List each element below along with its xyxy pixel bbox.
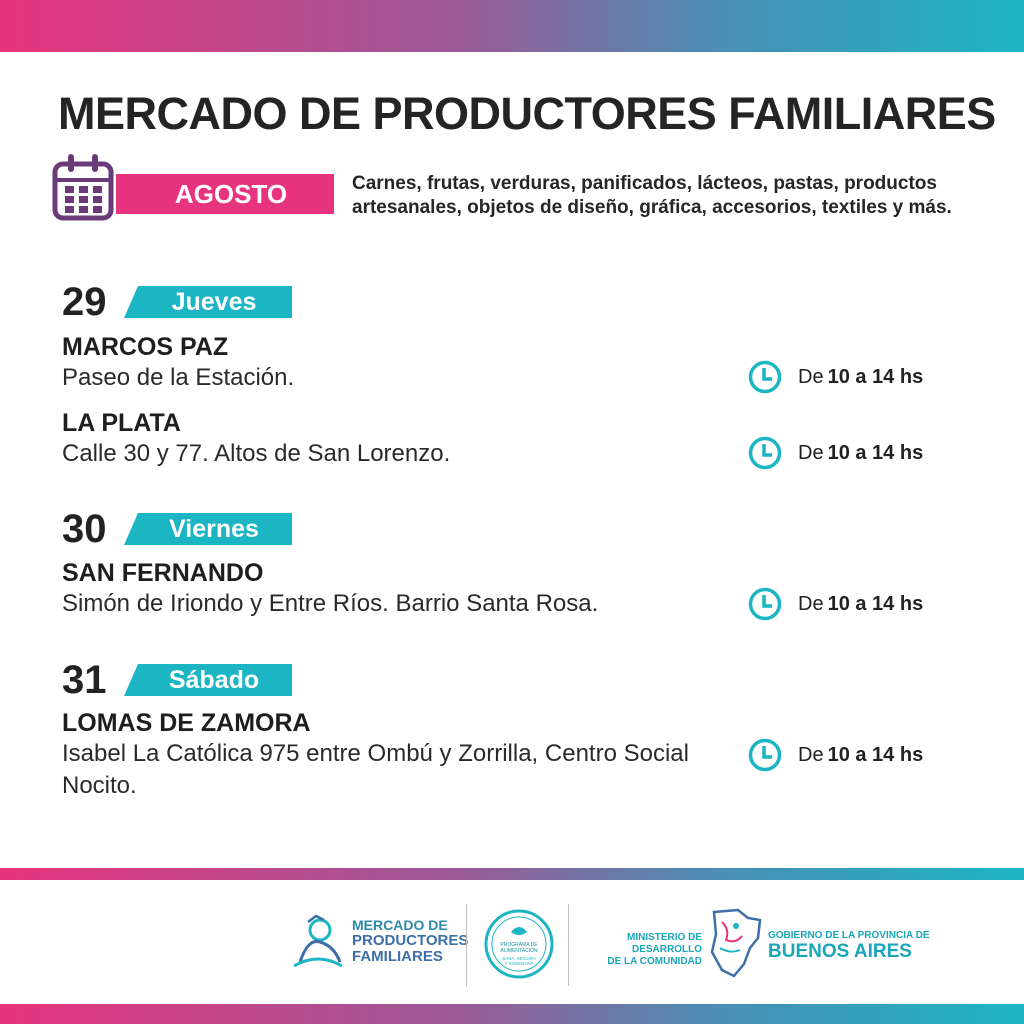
schedule-marcos-paz: De 10 a 14 hs xyxy=(748,360,923,394)
weekday-tag: Viernes xyxy=(124,513,292,545)
time-prefix: De xyxy=(798,592,824,615)
programa-alimentacion-seal: PROGRAMA DE ALIMENTACIÓN SANA, SEGURA Y … xyxy=(484,909,554,979)
location-name: LOMAS DE ZAMORA xyxy=(62,709,311,737)
footer-logos: MERCADO DE PRODUCTORES FAMILIARES PROGRA… xyxy=(0,890,1024,1000)
day-number: 30 xyxy=(62,507,107,551)
products-description: Carnes, frutas, verduras, panificados, l… xyxy=(352,173,952,218)
svg-text:Y SOBERANA: Y SOBERANA xyxy=(504,961,533,966)
location-name: LA PLATA xyxy=(62,409,181,437)
time-prefix: De xyxy=(798,743,824,766)
time-range: 10 a 14 hs xyxy=(827,365,924,388)
clock-icon xyxy=(748,436,782,470)
gobierno-line-1: GOBIERNO DE LA PROVINCIA DE xyxy=(768,930,930,941)
day-number: 29 xyxy=(62,280,107,324)
schedule-san-fernando: De 10 a 14 hs xyxy=(748,587,923,621)
location-marcos-paz: MARCOS PAZ Paseo de la Estación. xyxy=(62,332,722,394)
svg-text:PROGRAMA DE: PROGRAMA DE xyxy=(500,942,538,948)
footer-divider-bar xyxy=(0,868,1024,880)
mercado-productores-logo: MERCADO DE PRODUCTORES FAMILIARES xyxy=(290,912,468,970)
bottom-gradient-bar xyxy=(0,1004,1024,1024)
location-name: SAN FERNANDO xyxy=(62,559,264,587)
clock-icon xyxy=(748,587,782,621)
page-title: MERCADO DE PRODUCTORES FAMILIARES xyxy=(58,88,996,139)
mpf-line-2: PRODUCTORES xyxy=(352,932,469,949)
buenos-aires-province-map-icon xyxy=(710,908,762,978)
weekday-tag: Sábado xyxy=(124,664,292,696)
svg-text:ALIMENTACIÓN: ALIMENTACIÓN xyxy=(500,947,538,954)
month-badge: AGOSTO xyxy=(116,174,334,214)
mpf-line-1: MERCADO DE xyxy=(352,917,448,933)
farmer-emblem-icon xyxy=(293,914,343,968)
schedule-la-plata: De 10 a 14 hs xyxy=(748,436,923,470)
location-name: MARCOS PAZ xyxy=(62,333,229,361)
footer-separator xyxy=(568,904,569,986)
ministerio-line-2: DE LA COMUNIDAD xyxy=(607,956,702,967)
location-address: Isabel La Católica 975 entre Ombú y Zorr… xyxy=(62,740,689,799)
time-prefix: De xyxy=(798,441,824,464)
gobierno-label: GOBIERNO DE LA PROVINCIA DE BUENOS AIRES xyxy=(768,930,930,962)
time-prefix: De xyxy=(798,365,824,388)
svg-text:SANA, SEGURA: SANA, SEGURA xyxy=(502,956,536,961)
calendar-icon xyxy=(52,154,114,221)
location-address: Simón de Iriondo y Entre Ríos. Barrio Sa… xyxy=(62,590,599,617)
clock-icon xyxy=(748,738,782,772)
location-address: Paseo de la Estación. xyxy=(62,364,295,391)
clock-icon xyxy=(748,360,782,394)
weekday-tag: Jueves xyxy=(124,286,292,318)
location-address: Calle 30 y 77. Altos de San Lorenzo. xyxy=(62,440,451,467)
time-range: 10 a 14 hs xyxy=(827,743,924,766)
time-range: 10 a 14 hs xyxy=(827,441,924,464)
location-san-fernando: SAN FERNANDO Simón de Iriondo y Entre Rí… xyxy=(62,558,722,620)
mpf-line-3: FAMILIARES xyxy=(352,948,443,965)
time-range: 10 a 14 hs xyxy=(827,592,924,615)
gobierno-line-2: BUENOS AIRES xyxy=(768,941,912,962)
schedule-lomas-de-zamora: De 10 a 14 hs xyxy=(748,738,923,772)
day-number: 31 xyxy=(62,658,107,702)
location-lomas-de-zamora: LOMAS DE ZAMORA Isabel La Católica 975 e… xyxy=(62,708,722,802)
footer-separator xyxy=(466,904,467,986)
top-gradient-bar xyxy=(0,0,1024,52)
ministerio-label: MINISTERIO DE DESARROLLO DE LA COMUNIDAD xyxy=(584,932,702,968)
location-la-plata: LA PLATA Calle 30 y 77. Altos de San Lor… xyxy=(62,408,722,470)
ministerio-line-1: MINISTERIO DE DESARROLLO xyxy=(626,932,702,955)
